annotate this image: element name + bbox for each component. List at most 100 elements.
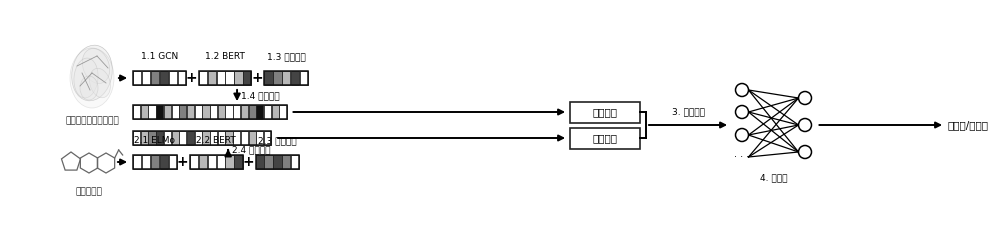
Bar	[570, 128, 640, 148]
Bar	[234, 71, 242, 85]
Ellipse shape	[70, 48, 114, 108]
Bar	[133, 131, 271, 145]
Bar	[570, 102, 640, 122]
Bar	[169, 155, 177, 169]
Bar	[256, 105, 263, 119]
Bar	[273, 155, 282, 169]
Circle shape	[799, 146, 812, 158]
Bar	[234, 155, 242, 169]
Bar	[160, 155, 168, 169]
Bar	[279, 105, 287, 119]
Text: 1.2 BERT: 1.2 BERT	[205, 52, 245, 61]
Bar	[233, 105, 240, 119]
Text: 1.3 化学特征: 1.3 化学特征	[267, 52, 306, 61]
Bar	[190, 155, 198, 169]
Bar	[249, 131, 256, 145]
Bar	[133, 155, 177, 169]
Ellipse shape	[82, 48, 110, 84]
Bar	[133, 71, 141, 85]
Bar	[210, 131, 217, 145]
Bar	[199, 71, 251, 85]
Bar	[300, 71, 308, 85]
Bar	[199, 155, 207, 169]
Bar	[172, 105, 179, 119]
Text: 2.3 化学特征: 2.3 化学特征	[258, 136, 297, 145]
Ellipse shape	[90, 68, 110, 98]
Text: 1.1 GCN: 1.1 GCN	[141, 52, 178, 61]
Bar	[142, 155, 150, 169]
Bar	[256, 155, 299, 169]
Text: 药物小分子: 药物小分子	[76, 187, 102, 196]
Text: +: +	[251, 71, 263, 85]
Bar	[187, 131, 194, 145]
Bar	[243, 71, 251, 85]
Text: 1.4 特征融合: 1.4 特征融合	[241, 91, 280, 100]
Bar	[216, 155, 225, 169]
Bar	[133, 71, 186, 85]
Bar	[264, 71, 308, 85]
Bar	[187, 105, 194, 119]
Text: 2.2 BERT: 2.2 BERT	[196, 136, 236, 145]
Text: 蛋白特征: 蛋白特征	[592, 107, 618, 117]
Bar	[225, 131, 233, 145]
Circle shape	[736, 128, 748, 141]
Text: 有活性/无活性: 有活性/无活性	[948, 120, 989, 130]
Bar	[156, 131, 163, 145]
Bar	[133, 155, 141, 169]
Bar	[225, 71, 234, 85]
Circle shape	[736, 84, 748, 96]
Ellipse shape	[80, 76, 98, 100]
Bar	[133, 105, 140, 119]
Bar	[218, 131, 225, 145]
Bar	[225, 155, 234, 169]
Text: 4. 分类器: 4. 分类器	[760, 174, 787, 182]
Bar	[233, 131, 240, 145]
Bar	[272, 105, 279, 119]
Bar	[179, 105, 186, 119]
Bar	[264, 105, 271, 119]
Circle shape	[799, 92, 812, 104]
Bar	[256, 131, 263, 145]
Bar	[151, 155, 159, 169]
Bar	[169, 71, 177, 85]
Bar	[218, 105, 225, 119]
Bar	[264, 71, 273, 85]
Bar	[210, 105, 217, 119]
Bar	[249, 105, 256, 119]
Bar	[216, 71, 225, 85]
Bar	[282, 71, 290, 85]
Ellipse shape	[72, 45, 112, 101]
Bar	[151, 71, 159, 85]
Bar	[133, 131, 140, 145]
Bar	[291, 155, 299, 169]
Text: 3. 特征融合: 3. 特征融合	[672, 107, 704, 116]
Text: 2.1 ELMo: 2.1 ELMo	[134, 136, 175, 145]
Text: +: +	[176, 155, 188, 169]
Bar	[160, 71, 168, 85]
Bar	[172, 131, 179, 145]
Bar	[156, 105, 163, 119]
Text: · · ·: · · ·	[734, 152, 750, 162]
Bar	[241, 131, 248, 145]
Bar	[241, 105, 248, 119]
Bar	[264, 155, 273, 169]
Bar	[133, 105, 287, 119]
Bar	[164, 105, 171, 119]
Bar	[148, 105, 156, 119]
Bar	[141, 105, 148, 119]
Text: +: +	[185, 71, 197, 85]
Bar	[291, 71, 299, 85]
Bar	[179, 131, 186, 145]
Bar	[190, 155, 243, 169]
Circle shape	[736, 106, 748, 118]
Bar	[195, 105, 202, 119]
Bar	[273, 71, 282, 85]
Bar	[208, 155, 216, 169]
Bar	[199, 71, 207, 85]
Bar	[178, 71, 186, 85]
Text: 分子特征: 分子特征	[592, 133, 618, 143]
Text: 2.4 特征融合: 2.4 特征融合	[232, 145, 271, 154]
Bar	[202, 131, 210, 145]
Bar	[141, 131, 148, 145]
Ellipse shape	[74, 58, 98, 98]
